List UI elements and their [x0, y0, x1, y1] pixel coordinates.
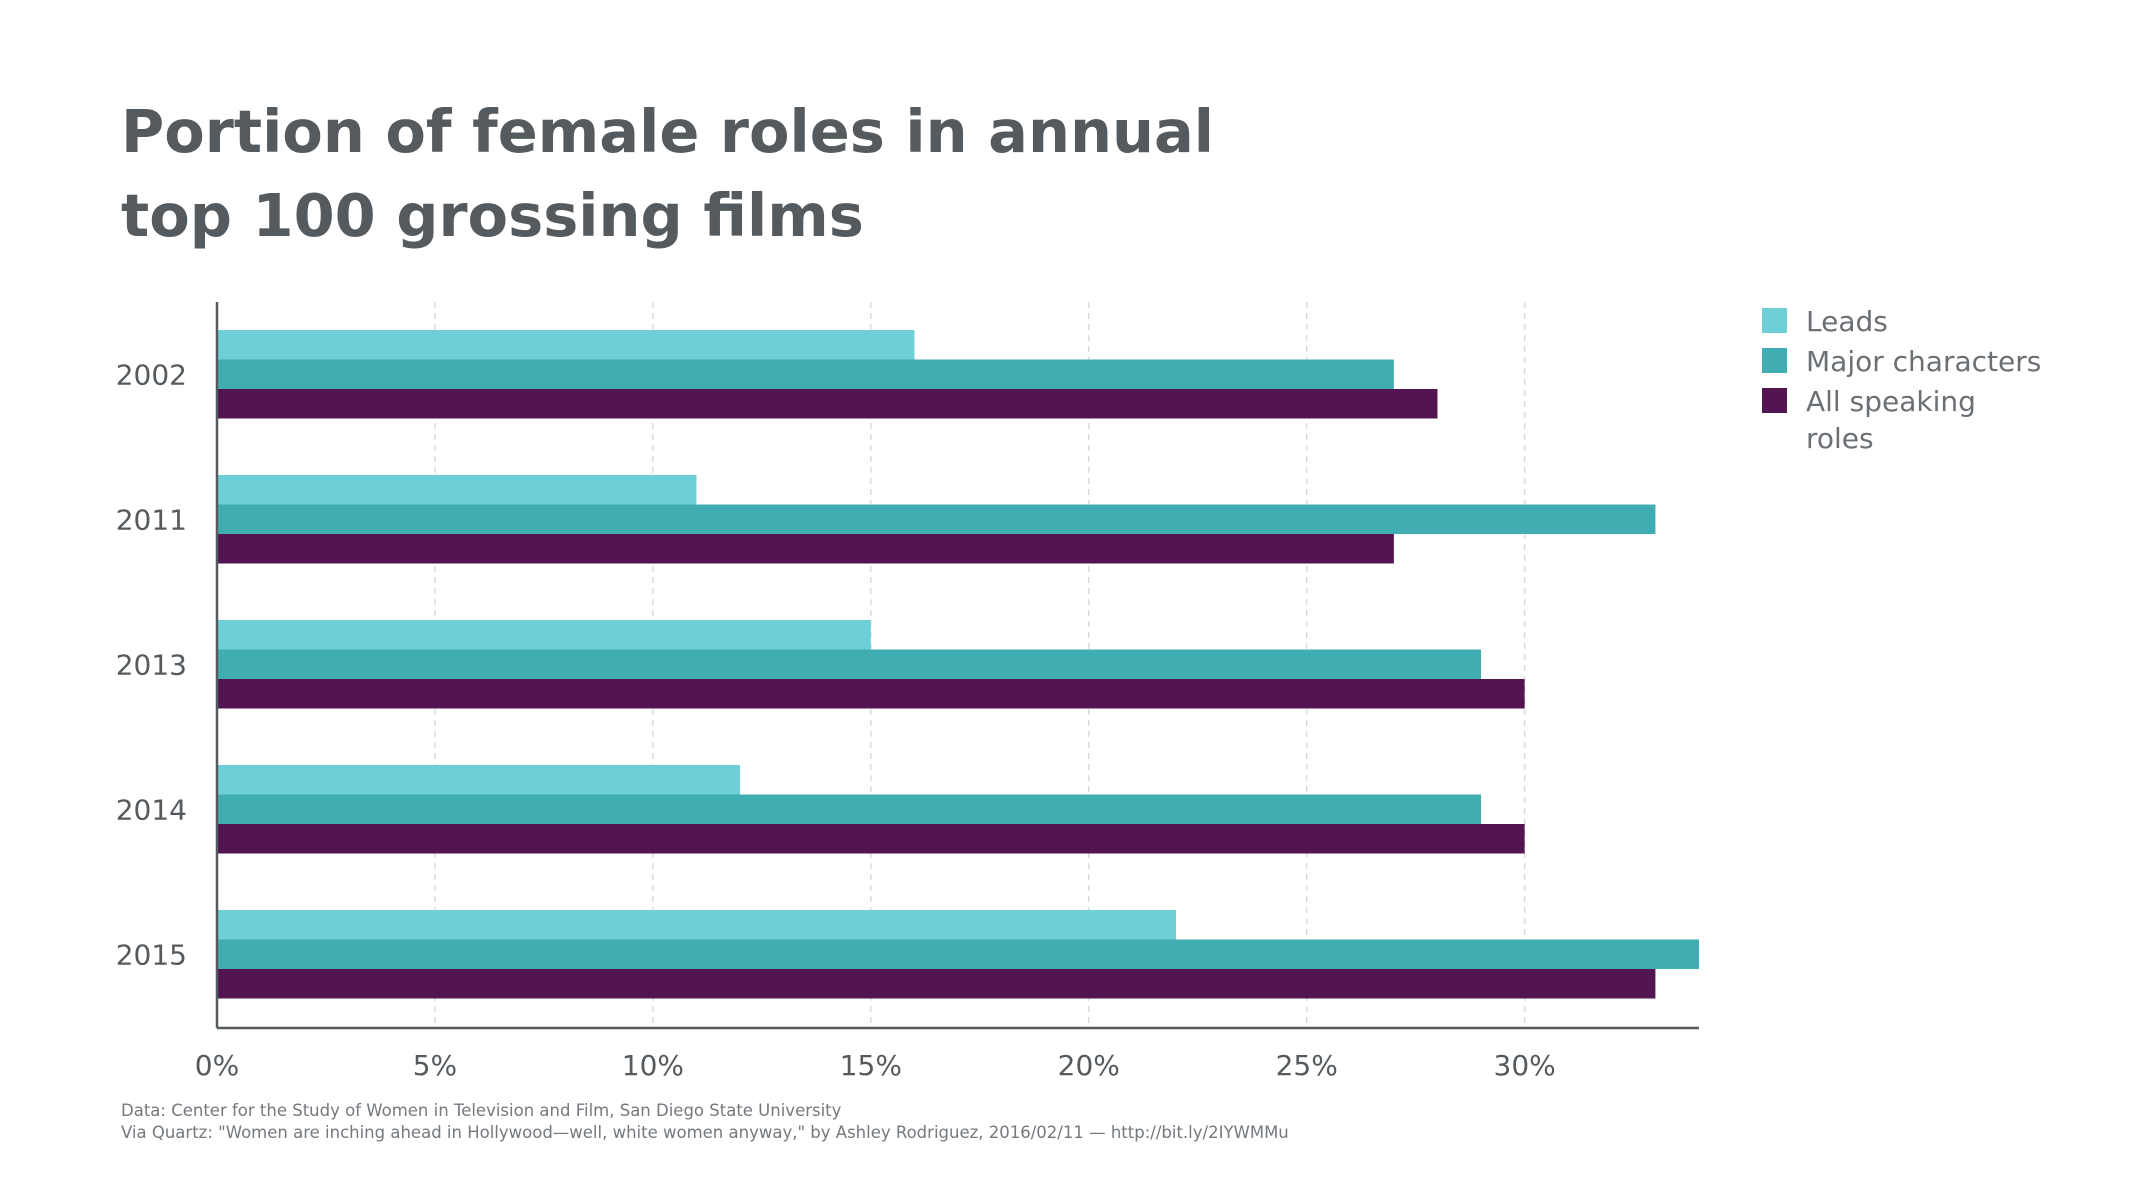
legend: Leads Major characters All speaking roles	[1762, 305, 2041, 455]
legend-label-leads: Leads	[1806, 305, 1888, 338]
y-tick-label-2002: 2002	[116, 358, 187, 391]
x-tick-label-25%: 25%	[1276, 1049, 1338, 1082]
source-line-1: Data: Center for the Study of Women in T…	[121, 1101, 842, 1120]
bar-2014-all-speaking-roles	[217, 824, 1525, 854]
y-tick-label-2013: 2013	[116, 648, 187, 681]
x-tick-label-10%: 10%	[622, 1049, 684, 1082]
bar-2015-major-characters	[217, 939, 1699, 969]
axes	[215, 302, 1699, 1030]
legend-swatch-major-characters	[1762, 348, 1787, 373]
bar-2002-major-characters	[217, 359, 1394, 389]
bar-2014-major-characters	[217, 794, 1482, 824]
bar-2015-leads	[217, 910, 1176, 940]
y-tick-label-2015: 2015	[116, 938, 187, 971]
legend-label-major-characters: Major characters	[1806, 345, 2041, 378]
y-tick-label-2014: 2014	[116, 793, 187, 826]
bar-2002-all-speaking-roles	[217, 389, 1438, 419]
chart-title-line-1: Portion of female roles in annual	[121, 97, 1215, 166]
legend-swatch-leads	[1762, 308, 1787, 333]
bar-2013-leads	[217, 620, 871, 650]
bar-2015-all-speaking-roles	[217, 969, 1656, 999]
tick-labels: 2002 2011 2013 2014 2015 0% 5% 10% 15% 20% 25% 30%	[116, 358, 1556, 1082]
x-tick-label-0%: 0%	[195, 1049, 239, 1082]
x-tick-label-20%: 20%	[1058, 1049, 1120, 1082]
chart-title: Portion of female roles in annual top 10…	[121, 90, 1214, 258]
bar-2011-all-speaking-roles	[217, 534, 1394, 564]
bar-2013-all-speaking-roles	[217, 679, 1525, 709]
source-line-2: Via Quartz: "Women are inching ahead in …	[121, 1123, 1289, 1142]
bars	[217, 330, 1699, 999]
bar-2002-leads	[217, 330, 915, 360]
y-tick-label-2011: 2011	[116, 503, 187, 536]
x-tick-label-15%: 15%	[840, 1049, 902, 1082]
x-tick-label-30%: 30%	[1494, 1049, 1556, 1082]
bar-2014-leads	[217, 765, 741, 795]
legend-swatch-all-speaking-roles	[1762, 388, 1787, 413]
x-tick-label-5%: 5%	[413, 1049, 457, 1082]
bar-2013-major-characters	[217, 649, 1482, 679]
chart-title-line-2: top 100 grossing films	[121, 181, 864, 250]
chart-source-note: Data: Center for the Study of Women in T…	[121, 1100, 1289, 1144]
bar-2011-major-characters	[217, 504, 1656, 534]
legend-label-all-speaking-roles-line-1: All speaking	[1806, 385, 1976, 418]
bar-2011-leads	[217, 475, 697, 505]
legend-label-all-speaking-roles-line-2: roles	[1806, 422, 1874, 455]
